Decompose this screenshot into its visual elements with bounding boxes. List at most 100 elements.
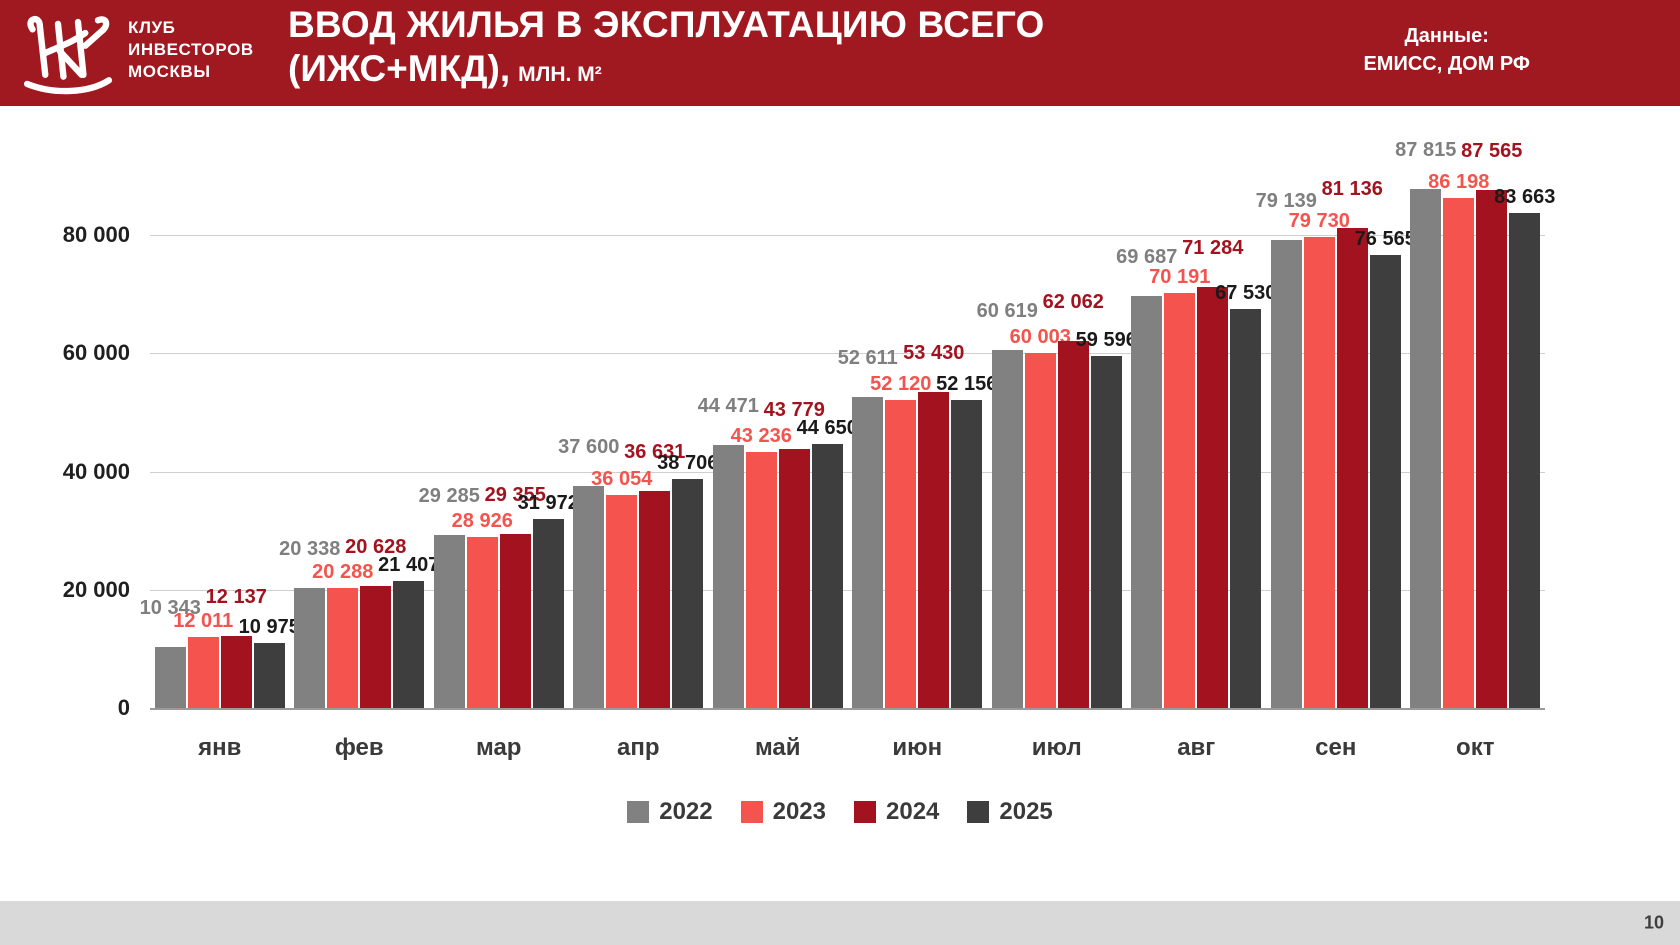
bar-value-2024-мар: 29 355 <box>484 484 546 506</box>
gridline <box>150 235 1545 236</box>
bar-2025-июл <box>1090 356 1122 708</box>
y-axis-tick-label: 60 000 <box>62 340 130 366</box>
x-axis-category-label: июн <box>892 734 943 761</box>
bar-2025-окт <box>1509 213 1541 708</box>
y-axis-tick-label: 20 000 <box>62 576 130 602</box>
bar-2025-янв <box>253 643 285 708</box>
bar-2023-янв <box>187 637 219 708</box>
x-axis-category-label: май <box>754 734 801 761</box>
bar-value-2024-июн: 53 430 <box>903 342 965 364</box>
bar-value-2025-сен: 76 565 <box>1354 228 1416 250</box>
bar-2022-июл <box>991 350 1023 708</box>
data-source: Данные: ЕМИСС, ДОМ РФ <box>1363 22 1530 78</box>
gridline <box>150 589 1545 591</box>
bar-value-2023-фев: 20 288 <box>312 561 374 583</box>
bar-2025-фев <box>393 581 425 708</box>
club-name-line: КЛУБ <box>128 18 176 37</box>
bar-2023-апр <box>606 495 638 708</box>
bar-2025-июн <box>951 400 983 708</box>
bar-value-2023-сен: 79 730 <box>1288 210 1350 232</box>
bar-2024-янв <box>220 636 252 708</box>
bar-value-2022-окт: 87 815 <box>1395 139 1457 161</box>
bar-value-2023-авг: 70 191 <box>1149 266 1211 288</box>
bar-2024-май <box>778 449 810 708</box>
bar-value-2025-апр: 38 706 <box>657 452 719 474</box>
bar-value-2023-июл: 60 003 <box>1009 326 1071 348</box>
page-number: 10 <box>1643 912 1664 933</box>
x-axis-category-label: окт <box>1456 734 1495 761</box>
legend-swatch-2023 <box>740 801 763 823</box>
bar-2022-фев <box>294 588 326 708</box>
bar-2023-июн <box>885 400 917 708</box>
bar-value-2024-май: 43 779 <box>763 399 825 421</box>
bar-value-2022-мар: 29 285 <box>418 485 480 507</box>
bar-2024-фев <box>360 586 392 708</box>
y-axis-tick-label: 80 000 <box>62 222 130 247</box>
gridline <box>150 353 1545 355</box>
bar-value-2023-окт: 86 198 <box>1428 171 1490 193</box>
bar-2023-мар <box>466 537 498 708</box>
legend-swatch-2024 <box>854 801 876 823</box>
bar-2025-апр <box>672 479 704 708</box>
x-axis-category-label: апр <box>616 734 660 761</box>
bar-2022-июн <box>852 397 884 708</box>
bar-2022-мар <box>433 535 465 708</box>
legend-label: 2023 <box>772 798 826 825</box>
bar-value-2023-июн: 52 120 <box>870 373 932 395</box>
title-line1: ВВОД ЖИЛЬЯ В ЭКСПЛУАТАЦИЮ ВСЕГО <box>288 4 1045 45</box>
bar-value-2025-мар: 31 972 <box>517 492 579 514</box>
bar-value-2025-май: 44 650 <box>796 417 858 439</box>
data-source-label: Данные: <box>1404 25 1489 47</box>
title-unit: МЛН. М² <box>518 63 602 86</box>
x-axis-category-label: мар <box>476 734 522 761</box>
bar-value-2024-окт: 87 565 <box>1461 140 1523 162</box>
gridline <box>150 471 1545 473</box>
data-source-value: ЕМИСС, ДОМ РФ <box>1363 53 1530 75</box>
bar-2023-фев <box>327 588 359 708</box>
header: КЛУБ ИНВЕСТОРОВ МОСКВЫ ВВОД ЖИЛЬЯ В ЭКСП… <box>0 0 1680 106</box>
bar-2025-сен <box>1369 255 1401 708</box>
bar-2024-апр <box>639 491 671 708</box>
bar-value-2025-авг: 67 530 <box>1215 282 1277 304</box>
bar-2022-май <box>712 445 744 708</box>
bar-value-2022-июн: 52 611 <box>837 347 898 369</box>
bar-2025-мар <box>532 519 564 708</box>
bar-2023-июл <box>1024 353 1056 708</box>
bar-2022-окт <box>1410 189 1442 708</box>
legend-label: 2025 <box>999 798 1053 825</box>
bar-value-2025-июн: 52 156 <box>936 373 998 395</box>
bar-2024-июн <box>918 392 950 708</box>
bar-2024-июл <box>1057 341 1089 708</box>
bar-value-2022-сен: 79 139 <box>1255 190 1317 212</box>
bar-value-2024-июл: 62 062 <box>1042 291 1104 313</box>
bar-value-2022-фев: 20 338 <box>279 538 341 560</box>
bar-2024-сен <box>1336 228 1368 708</box>
plot-area: 0 20 000 40 000 60 000 80 000 10 343 12 011 12 … <box>0 106 1680 901</box>
x-axis-category-label: янв <box>198 734 242 761</box>
title-line2-text: (ИЖС+МКД), <box>288 48 511 89</box>
footer: 10 <box>0 901 1680 945</box>
bar-value-2022-июл: 60 619 <box>976 300 1038 322</box>
legend-label: 2024 <box>886 798 940 825</box>
legend-item-2022: 2022 <box>627 798 713 826</box>
y-axis-tick-label: 0 <box>117 695 130 720</box>
bar-2025-авг <box>1230 309 1262 708</box>
bar-value-2024-сен: 81 136 <box>1321 178 1383 200</box>
legend-item-2025: 2025 <box>967 798 1053 826</box>
legend-item-2024: 2024 <box>854 798 939 826</box>
x-axis-category-label: июл <box>1031 734 1082 761</box>
legend-item-2023: 2023 <box>740 798 826 826</box>
bar-value-2023-мар: 28 926 <box>451 510 513 532</box>
bar-2023-май <box>745 452 777 708</box>
x-axis-category-label: фев <box>334 734 384 761</box>
bar-2022-авг <box>1131 296 1163 708</box>
bar-2022-янв <box>154 647 186 708</box>
club-name-line: ИНВЕСТОРОВ <box>128 40 254 60</box>
bar-2024-окт <box>1476 190 1508 708</box>
bar-value-2025-окт: 83 663 <box>1494 186 1556 208</box>
legend-swatch-2022 <box>627 801 650 823</box>
bar-value-2023-май: 43 236 <box>730 425 792 447</box>
club-name: КЛУБ ИНВЕСТОРОВ МОСКВЫ <box>128 17 254 83</box>
bar-2025-май <box>811 444 843 708</box>
